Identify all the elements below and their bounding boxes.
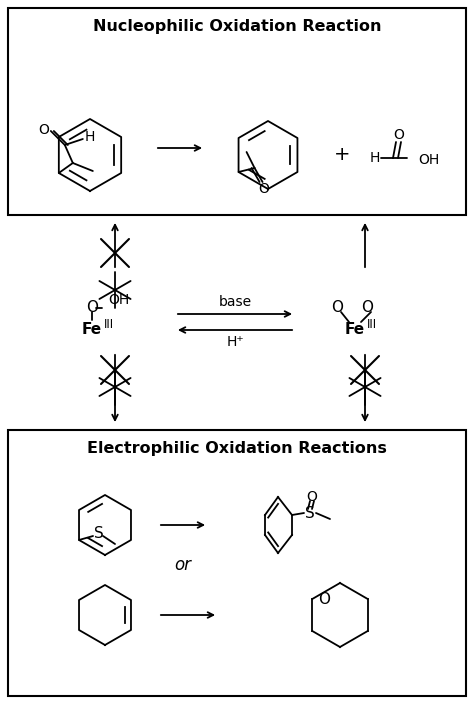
Text: Nucleophilic Oxidation Reaction: Nucleophilic Oxidation Reaction bbox=[93, 18, 381, 34]
Text: O: O bbox=[331, 301, 343, 315]
Text: H: H bbox=[85, 130, 95, 144]
Bar bbox=[8, 8, 466, 215]
Text: O: O bbox=[361, 301, 373, 315]
Text: H⁺: H⁺ bbox=[226, 335, 244, 349]
Text: base: base bbox=[219, 295, 252, 309]
Bar bbox=[8, 430, 466, 696]
Text: III: III bbox=[104, 318, 114, 332]
Text: O: O bbox=[86, 301, 98, 315]
Text: H: H bbox=[370, 151, 380, 165]
Text: Fe: Fe bbox=[345, 322, 365, 337]
Text: OH: OH bbox=[108, 293, 129, 307]
Text: O: O bbox=[38, 123, 49, 137]
Text: O: O bbox=[258, 182, 269, 196]
Text: O: O bbox=[318, 591, 330, 607]
Text: O: O bbox=[393, 128, 404, 142]
Text: S: S bbox=[305, 505, 315, 520]
Text: Electrophilic Oxidation Reactions: Electrophilic Oxidation Reactions bbox=[87, 441, 387, 455]
Text: O: O bbox=[307, 490, 318, 504]
Text: Fe: Fe bbox=[82, 322, 102, 337]
Text: OH: OH bbox=[418, 153, 439, 167]
Text: S: S bbox=[94, 527, 104, 541]
Text: or: or bbox=[174, 556, 191, 574]
Text: +: + bbox=[334, 146, 350, 165]
Text: III: III bbox=[367, 318, 377, 332]
